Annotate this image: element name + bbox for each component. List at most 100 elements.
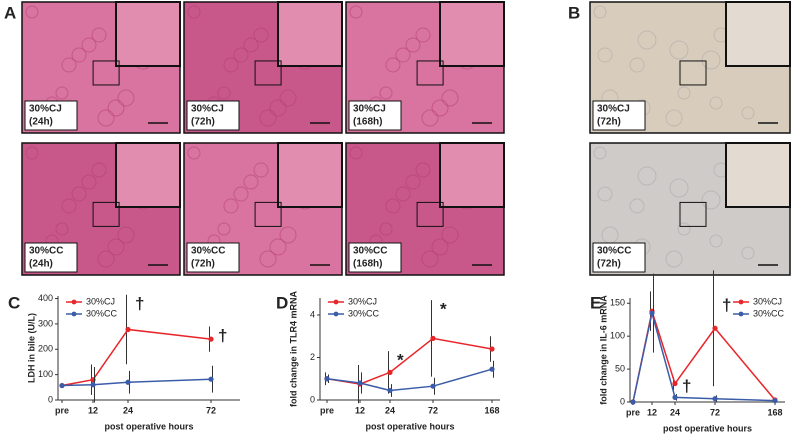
series-line [61, 378, 212, 387]
inset [115, 1, 181, 67]
texture [81, 37, 97, 53]
point [672, 380, 678, 387]
texture [217, 222, 231, 236]
image-label: (72h) [597, 259, 621, 270]
texture [637, 166, 657, 186]
texture [61, 57, 77, 73]
texture [269, 99, 287, 117]
roi-box [92, 201, 120, 227]
y-tick-label: 0 [310, 394, 315, 404]
texture [395, 186, 411, 202]
x-axis-label: post operative hours [104, 421, 193, 431]
inset [115, 142, 181, 208]
texture [441, 226, 459, 244]
roi-box [416, 201, 444, 227]
point [649, 310, 655, 316]
point [430, 335, 436, 341]
x-tick-label: 72 [206, 405, 216, 415]
texture [223, 198, 239, 214]
texture [349, 5, 363, 19]
texture [741, 246, 755, 260]
image-label: (24h) [29, 259, 53, 270]
texture [279, 89, 297, 107]
point [387, 387, 393, 394]
texture [379, 86, 393, 100]
texture [379, 222, 393, 236]
annotation: † [135, 294, 144, 313]
texture [269, 238, 287, 256]
texture [415, 27, 431, 43]
texture [669, 178, 689, 198]
y-axis-label: LDH in bile (U/L) [26, 313, 36, 383]
image-label: 30%CJ [191, 104, 224, 115]
inset [439, 1, 505, 67]
image-label: (168h) [353, 259, 382, 270]
point [208, 336, 214, 342]
texture [91, 162, 107, 178]
y-tick-label: 400 [38, 293, 53, 303]
x-tick-label: pre [626, 407, 640, 417]
x-tick-label: pre [320, 405, 334, 415]
label-box [348, 100, 402, 131]
legend-marker [333, 311, 339, 317]
texture [217, 86, 231, 100]
legend-label: 30%CJ [86, 296, 115, 306]
series-line [326, 337, 493, 385]
y-tick-label: 0 [620, 396, 625, 406]
texture [701, 50, 721, 70]
texture [187, 146, 201, 160]
annotation: † [682, 376, 691, 395]
y-tick-label: 300 [38, 318, 53, 328]
texture [597, 47, 613, 63]
point [208, 376, 214, 382]
y-tick-label: 200 [38, 344, 53, 354]
point [324, 376, 330, 382]
texture [665, 250, 683, 268]
y-tick-label: 150 [610, 298, 625, 308]
image-label: (168h) [353, 117, 382, 128]
label-box [592, 100, 646, 131]
texture [441, 89, 459, 107]
x-tick-label: 24 [385, 405, 395, 415]
image-label: (72h) [597, 117, 621, 128]
legend-label: 30%CC [753, 308, 785, 318]
texture [243, 174, 259, 190]
roi-box [254, 60, 282, 86]
texture [91, 27, 107, 43]
texture [709, 96, 723, 110]
legend-marker [738, 299, 744, 305]
image-label: 30%CC [191, 246, 225, 257]
y-tick-label: 0 [48, 394, 53, 404]
panel-label: C [8, 293, 20, 312]
x-tick-label: 12 [647, 407, 657, 417]
texture [593, 5, 607, 19]
panel-label: A [4, 3, 16, 22]
texture [405, 37, 421, 53]
legend-label: 30%CC [348, 308, 380, 318]
series-line [326, 368, 493, 392]
y-axis-label: fold change in IL-6 mRNA [598, 295, 608, 405]
texture [677, 222, 691, 236]
y-axis-label: fold change in TLR4 mRNA [288, 291, 298, 408]
texture [187, 5, 201, 19]
texture [629, 198, 645, 214]
texture [385, 57, 401, 73]
legend-label: 30%CJ [348, 296, 377, 306]
texture [117, 89, 135, 107]
texture [25, 5, 39, 19]
inset [277, 142, 343, 208]
texture [55, 222, 69, 236]
texture [233, 186, 249, 202]
texture [701, 190, 721, 210]
texture [669, 40, 689, 60]
texture [665, 109, 683, 127]
point [59, 382, 65, 389]
point [387, 369, 393, 375]
x-tick-label: 24 [670, 407, 680, 417]
x-axis-label: post operative hours [365, 421, 454, 431]
texture [405, 174, 421, 190]
y-tick-label: 4 [310, 309, 315, 319]
point [90, 382, 96, 388]
roi-box [679, 201, 707, 227]
